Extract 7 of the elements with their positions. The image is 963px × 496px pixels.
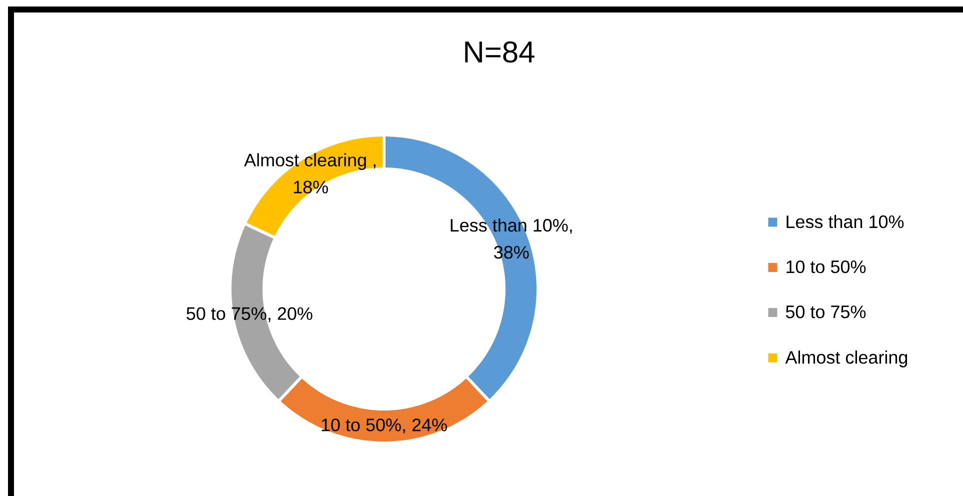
legend-label: Less than 10% — [786, 214, 904, 228]
legend-label: 50 to 75% — [786, 305, 866, 318]
data-label: 50 to 75%, 20% — [186, 307, 312, 322]
legend-label: 10 to 50% — [786, 260, 866, 274]
chart-title: N=84 — [465, 41, 534, 63]
data-label: 10 to 50%, 24% — [322, 418, 447, 434]
legend-label: Almost clearing — [785, 350, 908, 368]
